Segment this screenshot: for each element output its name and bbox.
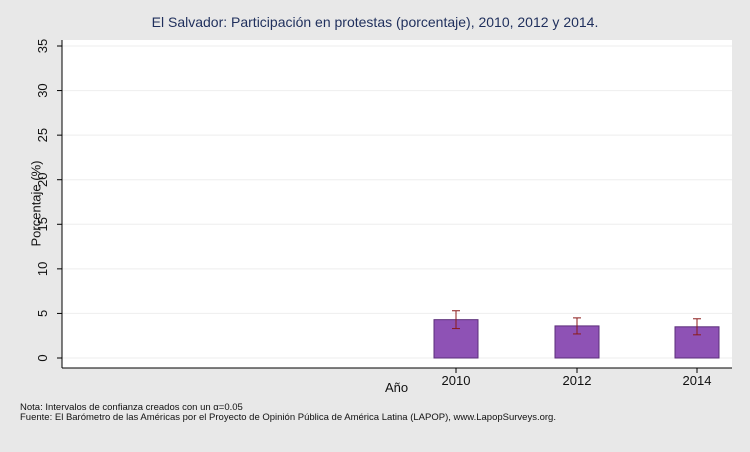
y-axis-label: Porcentaje (%) <box>28 160 44 247</box>
source-note: Fuente: El Barómetro de las Américas por… <box>20 412 556 423</box>
y-tick-label: 20 <box>35 172 50 186</box>
chart-title: El Salvador: Participación en protestas … <box>151 14 599 30</box>
x-tick-label: 2010 <box>442 373 471 388</box>
y-tick-label: 0 <box>35 354 50 361</box>
plot-area <box>62 40 732 368</box>
y-tick-label: 30 <box>35 83 50 97</box>
axes: 0 5 10 15 20 25 30 35 2010 2012 2014 <box>35 39 732 388</box>
x-axis-label: Año <box>385 380 409 395</box>
y-tick-label: 10 <box>35 262 50 276</box>
gridlines <box>62 45 732 359</box>
y-tick-label: 35 <box>35 39 50 53</box>
y-tick-label: 15 <box>35 217 50 231</box>
y-tick-label: 25 <box>35 128 50 142</box>
x-tick-label: 2012 <box>563 373 592 388</box>
x-tick-label: 2014 <box>683 373 712 388</box>
footnote: Nota: Intervalos de confianza creados co… <box>20 402 243 413</box>
bars <box>433 310 720 359</box>
y-tick-label: 5 <box>35 310 50 317</box>
